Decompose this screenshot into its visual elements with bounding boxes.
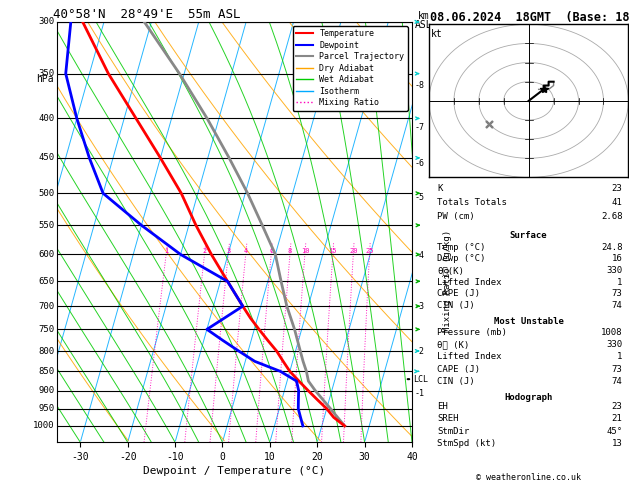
Text: kt: kt xyxy=(431,29,443,39)
Text: 23: 23 xyxy=(611,401,622,411)
Text: -5: -5 xyxy=(415,193,425,202)
Text: EH: EH xyxy=(437,401,448,411)
Text: 21: 21 xyxy=(611,414,622,423)
Text: 08.06.2024  18GMT  (Base: 18): 08.06.2024 18GMT (Base: 18) xyxy=(430,11,629,24)
Legend: Temperature, Dewpoint, Parcel Trajectory, Dry Adiabat, Wet Adiabat, Isotherm, Mi: Temperature, Dewpoint, Parcel Trajectory… xyxy=(293,26,408,111)
Text: 24.8: 24.8 xyxy=(601,243,622,252)
Text: Most Unstable: Most Unstable xyxy=(494,317,564,326)
Text: 600: 600 xyxy=(38,250,54,259)
Text: 23: 23 xyxy=(611,184,622,192)
Text: 25: 25 xyxy=(365,248,374,254)
Text: Surface: Surface xyxy=(510,231,547,240)
Text: ASL: ASL xyxy=(415,20,433,30)
Text: 73: 73 xyxy=(611,289,622,298)
Text: 330: 330 xyxy=(606,340,622,349)
Text: LCL: LCL xyxy=(413,375,428,383)
Text: -3: -3 xyxy=(415,302,425,311)
Text: 700: 700 xyxy=(38,302,54,311)
Text: 900: 900 xyxy=(38,386,54,395)
Text: 950: 950 xyxy=(38,404,54,413)
Text: -1: -1 xyxy=(415,389,425,398)
Text: -4: -4 xyxy=(415,250,425,260)
Text: 2: 2 xyxy=(203,248,207,254)
Text: Totals Totals: Totals Totals xyxy=(437,198,507,207)
Text: K: K xyxy=(437,184,442,192)
Text: 550: 550 xyxy=(38,221,54,230)
Text: 450: 450 xyxy=(38,154,54,162)
Text: -8: -8 xyxy=(415,81,425,90)
Text: SREH: SREH xyxy=(437,414,459,423)
Text: -7: -7 xyxy=(415,123,425,132)
Text: θᴇ(K): θᴇ(K) xyxy=(437,266,464,275)
Text: 500: 500 xyxy=(38,189,54,198)
Text: 1000: 1000 xyxy=(33,421,54,431)
Text: 3: 3 xyxy=(226,248,230,254)
Text: 40°58'N  28°49'E  55m ASL: 40°58'N 28°49'E 55m ASL xyxy=(53,8,240,21)
Text: 2.68: 2.68 xyxy=(601,212,622,221)
X-axis label: Dewpoint / Temperature (°C): Dewpoint / Temperature (°C) xyxy=(143,466,325,476)
Text: CAPE (J): CAPE (J) xyxy=(437,364,480,374)
Text: 41: 41 xyxy=(611,198,622,207)
Text: 1: 1 xyxy=(164,248,169,254)
Text: 400: 400 xyxy=(38,114,54,123)
Text: © weatheronline.co.uk: © weatheronline.co.uk xyxy=(476,473,581,482)
Text: 20: 20 xyxy=(349,248,357,254)
Text: 750: 750 xyxy=(38,325,54,334)
Text: 15: 15 xyxy=(328,248,337,254)
Text: km: km xyxy=(418,11,430,21)
Text: 74: 74 xyxy=(611,301,622,310)
Text: 8: 8 xyxy=(288,248,292,254)
Text: 6: 6 xyxy=(269,248,274,254)
Text: 330: 330 xyxy=(606,266,622,275)
Text: -2: -2 xyxy=(415,347,425,356)
Text: StmDir: StmDir xyxy=(437,427,469,435)
Text: Pressure (mb): Pressure (mb) xyxy=(437,328,507,336)
Text: Lifted Index: Lifted Index xyxy=(437,352,501,361)
Text: -6: -6 xyxy=(415,158,425,168)
Text: PW (cm): PW (cm) xyxy=(437,212,474,221)
Text: Mixing Ratio (g/kg): Mixing Ratio (g/kg) xyxy=(443,230,452,332)
Text: θᴇ (K): θᴇ (K) xyxy=(437,340,469,349)
Text: 73: 73 xyxy=(611,364,622,374)
Text: 800: 800 xyxy=(38,347,54,355)
Text: hPa: hPa xyxy=(36,73,53,84)
Text: Lifted Index: Lifted Index xyxy=(437,278,501,287)
Text: 16: 16 xyxy=(611,254,622,263)
Text: 350: 350 xyxy=(38,69,54,78)
Text: 4: 4 xyxy=(243,248,248,254)
Text: 13: 13 xyxy=(611,439,622,448)
Text: Hodograph: Hodograph xyxy=(504,393,553,402)
Text: 850: 850 xyxy=(38,367,54,376)
Text: 300: 300 xyxy=(38,17,54,26)
Text: StmSpd (kt): StmSpd (kt) xyxy=(437,439,496,448)
Text: 45°: 45° xyxy=(606,427,622,435)
Text: 1008: 1008 xyxy=(601,328,622,336)
Text: CAPE (J): CAPE (J) xyxy=(437,289,480,298)
Text: CIN (J): CIN (J) xyxy=(437,377,474,386)
Text: 1: 1 xyxy=(617,352,622,361)
Text: CIN (J): CIN (J) xyxy=(437,301,474,310)
Text: 650: 650 xyxy=(38,277,54,286)
Text: 1: 1 xyxy=(617,278,622,287)
Text: 10: 10 xyxy=(301,248,309,254)
Text: Dewp (°C): Dewp (°C) xyxy=(437,254,486,263)
Text: Temp (°C): Temp (°C) xyxy=(437,243,486,252)
Text: 74: 74 xyxy=(611,377,622,386)
